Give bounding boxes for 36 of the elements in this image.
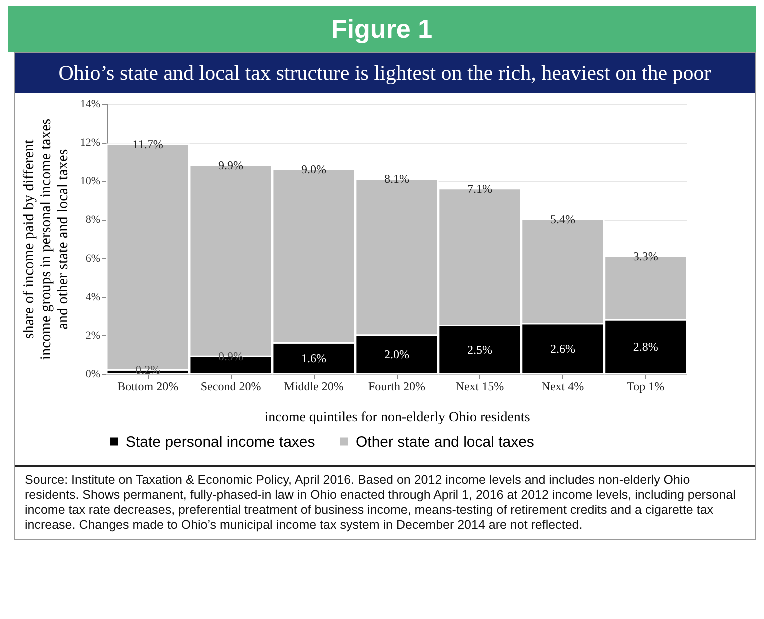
source-note: Source: Institute on Taxation & Economic Policy, April 2016. Based on 2012 income levels and includes non-elderly Ohio residents. Shows permanent, fully-phased-in law in Ohio enacted through April 1, 2016 at 2012 income levels, including personal income tax rate decreases, preferential treatment of business income, means-testing of retirement credits and a cigarette tax increase. Changes made to Ohio’s municipal income tax system in December 2014 are not reflected. — [25, 473, 737, 533]
data-label: 2.5% — [467, 342, 492, 357]
y-tick-label: 0% — [86, 368, 100, 380]
data-label: 3.3% — [633, 249, 658, 264]
y-axis-title: share of income paid by different income groups in personal income taxes and other state and local taxes — [21, 118, 72, 360]
x-tick-label: Fourth 20% — [368, 380, 426, 394]
y-tick-label: 2% — [86, 330, 100, 342]
data-label: 7.1% — [467, 182, 492, 196]
data-label: 2.0% — [384, 348, 410, 362]
legend-label: Other state and local taxes — [356, 434, 534, 451]
x-tick-label: Next 15% — [456, 380, 504, 394]
data-label: 8.1% — [384, 172, 410, 186]
data-label: 0.2% — [136, 363, 161, 378]
y-tick-label: 12% — [80, 137, 100, 150]
y-tick-label: 8% — [86, 214, 100, 226]
x-axis-title: income quintiles for non-elderly Ohio residents — [264, 410, 530, 426]
x-tick-label: Next 4% — [542, 380, 584, 394]
chart-title: Figure 1 — [8, 6, 756, 52]
y-tick-label: 14% — [80, 98, 100, 110]
y-tick-label: 10% — [80, 176, 100, 188]
chart-subtitle: Ohio’s state and local tax structure is lightest on the rich, heaviest on the poor — [15, 53, 755, 93]
data-label: 2.8% — [633, 340, 658, 354]
x-tick-label: Top 1% — [627, 380, 665, 394]
x-tick-label: Bottom 20% — [118, 380, 179, 394]
y-tick-label: 6% — [86, 252, 100, 265]
y-tick-label: 4% — [86, 291, 100, 304]
x-tick-label: Middle 20% — [284, 380, 344, 394]
data-label: 9.0% — [302, 162, 327, 177]
data-label: 0.9% — [218, 350, 244, 364]
data-label: 2.6% — [550, 342, 576, 356]
legend-label: State personal income taxes — [126, 434, 316, 451]
x-tick-label: Second 20% — [200, 380, 262, 394]
data-label: 5.4% — [550, 212, 576, 227]
data-label: 9.9% — [218, 158, 244, 173]
data-label: 1.6% — [302, 352, 327, 366]
data-label: 11.7% — [132, 138, 164, 152]
